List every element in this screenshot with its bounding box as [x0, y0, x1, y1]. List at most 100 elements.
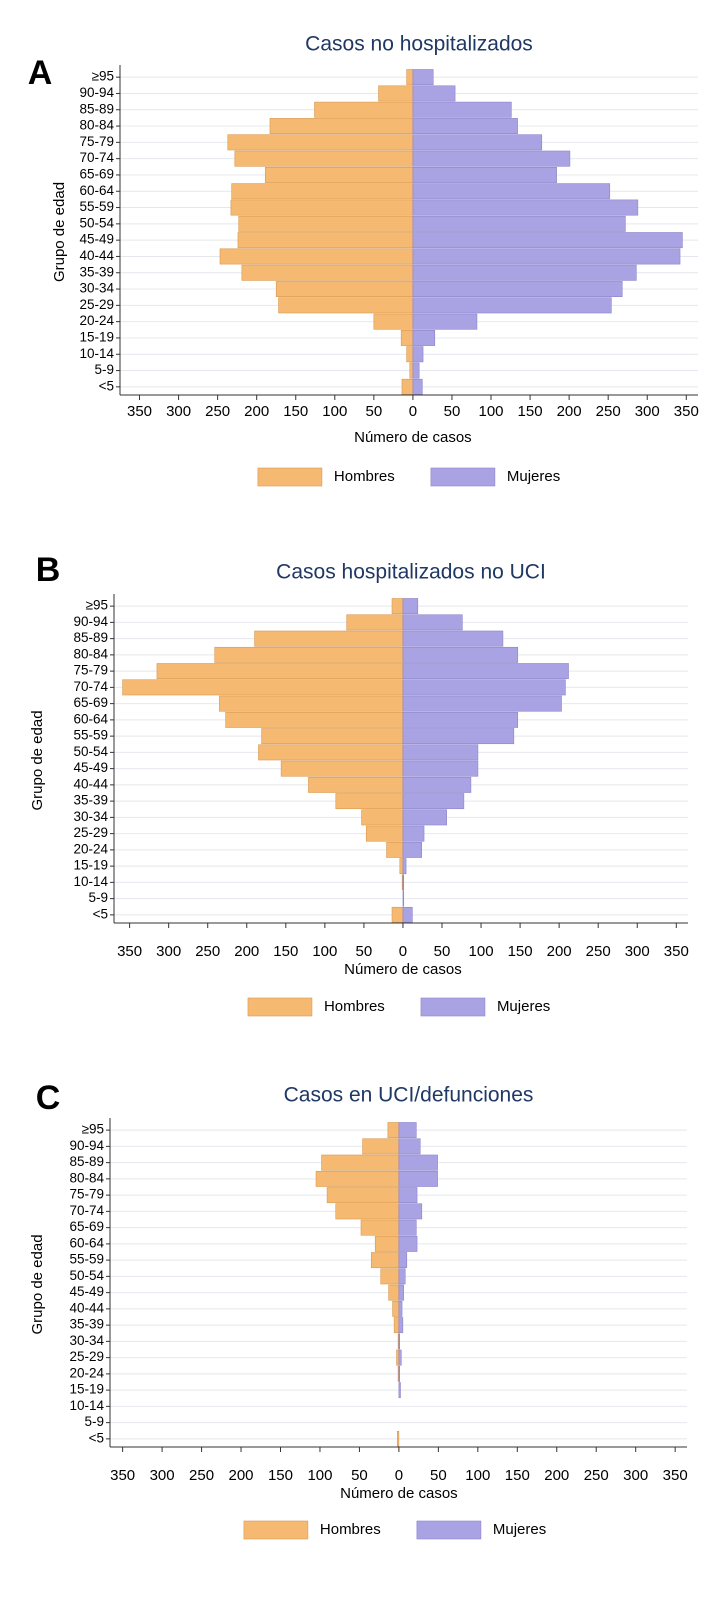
bar	[264, 166, 414, 183]
bar	[388, 1284, 400, 1301]
bar	[225, 711, 404, 728]
y-tick-label: 65-69	[69, 1219, 104, 1234]
x-tick-label: 350	[127, 403, 152, 420]
bar	[412, 297, 612, 314]
y-tick-label: 15-19	[73, 858, 108, 873]
bar	[398, 1284, 404, 1301]
bar	[321, 1154, 400, 1171]
bar	[401, 378, 414, 395]
y-tick-label: 35-39	[69, 1317, 104, 1332]
x-tick-label: 50	[351, 1467, 368, 1484]
y-tick-label: 85-89	[69, 1154, 104, 1169]
bar	[412, 118, 518, 135]
panel-label: B	[36, 551, 61, 589]
x-tick-label: 100	[312, 943, 337, 960]
bar	[234, 150, 414, 167]
x-tick-label: 350	[663, 1467, 688, 1484]
y-tick-label: 30-34	[69, 1333, 104, 1348]
bar	[361, 809, 404, 826]
y-tick-label: 25-29	[69, 1349, 104, 1364]
bar	[231, 183, 414, 200]
legend-swatch	[430, 467, 496, 487]
panel-label: C	[36, 1079, 61, 1117]
bar	[402, 614, 463, 631]
y-tick-label: 55-59	[73, 728, 108, 743]
x-tick-label: 150	[508, 943, 533, 960]
bar	[402, 809, 447, 826]
bar	[402, 760, 479, 777]
bar	[412, 362, 420, 379]
bar	[412, 313, 478, 330]
y-tick-label: ≥95	[82, 1122, 104, 1137]
x-tick-label: 250	[596, 403, 621, 420]
bar	[402, 793, 465, 810]
bar	[230, 199, 414, 216]
bar	[398, 1333, 400, 1350]
y-tick-label: 45-49	[69, 1284, 104, 1299]
legend-label: Mujeres	[493, 1521, 546, 1538]
bar	[402, 776, 472, 793]
y-tick-label: <5	[93, 906, 108, 921]
bar	[391, 906, 404, 923]
y-tick-label: 25-29	[73, 825, 108, 840]
x-tick-label: 200	[229, 1467, 254, 1484]
y-tick-label: 5-9	[88, 890, 108, 905]
bar	[393, 1317, 400, 1334]
bar	[402, 630, 504, 647]
bar	[373, 313, 414, 330]
y-tick-label: 35-39	[79, 264, 114, 279]
y-tick-label: <5	[89, 1430, 104, 1445]
bar	[398, 1365, 400, 1382]
x-tick-label: 200	[234, 943, 259, 960]
y-tick-label: 55-59	[69, 1252, 104, 1267]
y-tick-label: 10-14	[69, 1398, 104, 1413]
y-axis-label: Grupo de edad	[51, 182, 68, 282]
bar	[380, 1268, 400, 1285]
y-tick-label: 65-69	[79, 167, 114, 182]
x-tick-label: 350	[117, 943, 142, 960]
y-tick-label: 50-54	[73, 744, 108, 759]
y-tick-label: 15-19	[69, 1382, 104, 1397]
y-tick-label: 15-19	[79, 330, 114, 345]
bar	[392, 1300, 400, 1317]
x-tick-label: 100	[322, 403, 347, 420]
x-tick-label: 250	[584, 1467, 609, 1484]
bar	[412, 329, 436, 346]
y-tick-label: 20-24	[79, 313, 114, 328]
x-tick-label: 300	[156, 943, 181, 960]
x-tick-label: 150	[505, 1467, 530, 1484]
x-tick-label: 250	[205, 403, 230, 420]
x-tick-label: 300	[623, 1467, 648, 1484]
x-axis-label: Número de casos	[344, 961, 462, 978]
bar	[412, 69, 434, 86]
bar	[398, 1252, 408, 1269]
bar	[402, 858, 407, 875]
bar	[386, 841, 404, 858]
bar	[402, 695, 562, 712]
x-tick-label: 200	[547, 943, 572, 960]
bar	[400, 329, 414, 346]
y-tick-label: 75-79	[69, 1187, 104, 1202]
bar	[214, 646, 404, 663]
x-tick-label: 100	[307, 1467, 332, 1484]
y-tick-label: 90-94	[79, 85, 114, 100]
legend-swatch	[247, 997, 313, 1017]
bar	[227, 134, 414, 151]
bar	[412, 281, 623, 298]
bar	[402, 728, 515, 745]
y-tick-label: 20-24	[73, 841, 108, 856]
x-tick-label: 300	[166, 403, 191, 420]
y-tick-label: 75-79	[79, 134, 114, 149]
bar	[346, 614, 404, 631]
x-tick-label: 50	[430, 1467, 447, 1484]
bar	[398, 1170, 438, 1187]
bar	[314, 101, 414, 118]
legend-label: Hombres	[334, 468, 395, 485]
bar	[398, 1349, 402, 1366]
bar	[397, 1430, 400, 1447]
bar	[398, 1122, 417, 1139]
bar	[402, 825, 425, 842]
bar	[122, 679, 404, 696]
y-tick-label: 40-44	[73, 776, 108, 791]
bar	[412, 232, 683, 249]
